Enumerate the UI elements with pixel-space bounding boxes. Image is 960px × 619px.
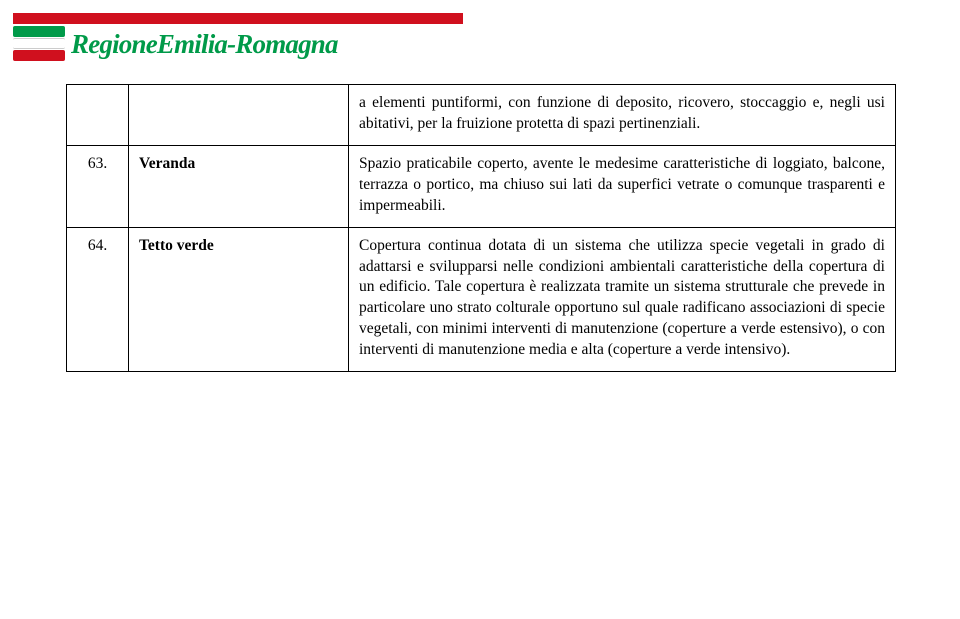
table-row: 64. Tetto verde Copertura continua dotat… <box>67 227 896 372</box>
table-row: a elementi puntiformi, con funzione di d… <box>67 85 896 146</box>
row-term: Tetto verde <box>129 227 349 372</box>
row-term <box>129 85 349 146</box>
row-definition: Copertura continua dotata di un sistema … <box>349 227 896 372</box>
definitions-table: a elementi puntiformi, con funzione di d… <box>66 84 896 372</box>
row-definition: Spazio praticabile coperto, avente le me… <box>349 145 896 227</box>
row-number <box>67 85 129 146</box>
logo-flag-icon <box>13 26 65 62</box>
logo: RegioneEmilia-Romagna <box>13 26 338 62</box>
row-number: 64. <box>67 227 129 372</box>
row-definition: a elementi puntiformi, con funzione di d… <box>349 85 896 146</box>
header-red-bar <box>13 13 463 24</box>
row-term: Veranda <box>129 145 349 227</box>
table-row: 63. Veranda Spazio praticabile coperto, … <box>67 145 896 227</box>
row-number: 63. <box>67 145 129 227</box>
logo-text: RegioneEmilia-Romagna <box>71 31 338 58</box>
content-area: a elementi puntiformi, con funzione di d… <box>66 84 896 372</box>
